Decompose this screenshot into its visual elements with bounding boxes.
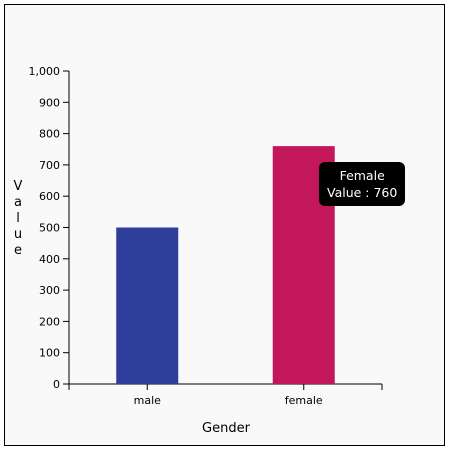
y-tick-label: 600 xyxy=(39,190,60,203)
y-tick-label: 100 xyxy=(39,347,60,360)
y-axis-title-letter: l xyxy=(16,211,20,226)
y-tick-label: 0 xyxy=(53,378,60,391)
x-tick-label: male xyxy=(134,394,162,407)
y-axis-title-letter: e xyxy=(14,243,22,258)
y-axis-title: Value xyxy=(14,179,23,258)
y-axis-title-letter: V xyxy=(14,179,23,194)
bar-tooltip: Female Value : 760 xyxy=(319,162,406,206)
y-axis: 0 100 200 300 400 500 600 700 800 900 1,000 xyxy=(29,65,70,391)
y-axis-title-letter: a xyxy=(14,195,22,210)
y-tick-label: 700 xyxy=(39,159,60,172)
chart-frame xyxy=(4,4,445,446)
y-tick-label: 200 xyxy=(39,315,60,328)
y-axis-title-letter: u xyxy=(14,227,22,242)
y-tick-label: 400 xyxy=(39,253,60,266)
y-tick-label: 500 xyxy=(39,222,60,235)
y-tick-label: 900 xyxy=(39,96,60,109)
tooltip-value: Value : 760 xyxy=(327,185,398,200)
y-tick-label: 300 xyxy=(39,284,60,297)
x-axis-title: Gender xyxy=(202,421,251,436)
bar-male[interactable] xyxy=(116,227,179,385)
bars xyxy=(116,146,335,384)
y-tick-label: 800 xyxy=(39,128,60,141)
tooltip-title: Female xyxy=(339,168,385,183)
y-tick-label: 1,000 xyxy=(29,65,61,78)
x-tick-label: female xyxy=(285,394,323,407)
x-axis: male female xyxy=(68,383,383,407)
